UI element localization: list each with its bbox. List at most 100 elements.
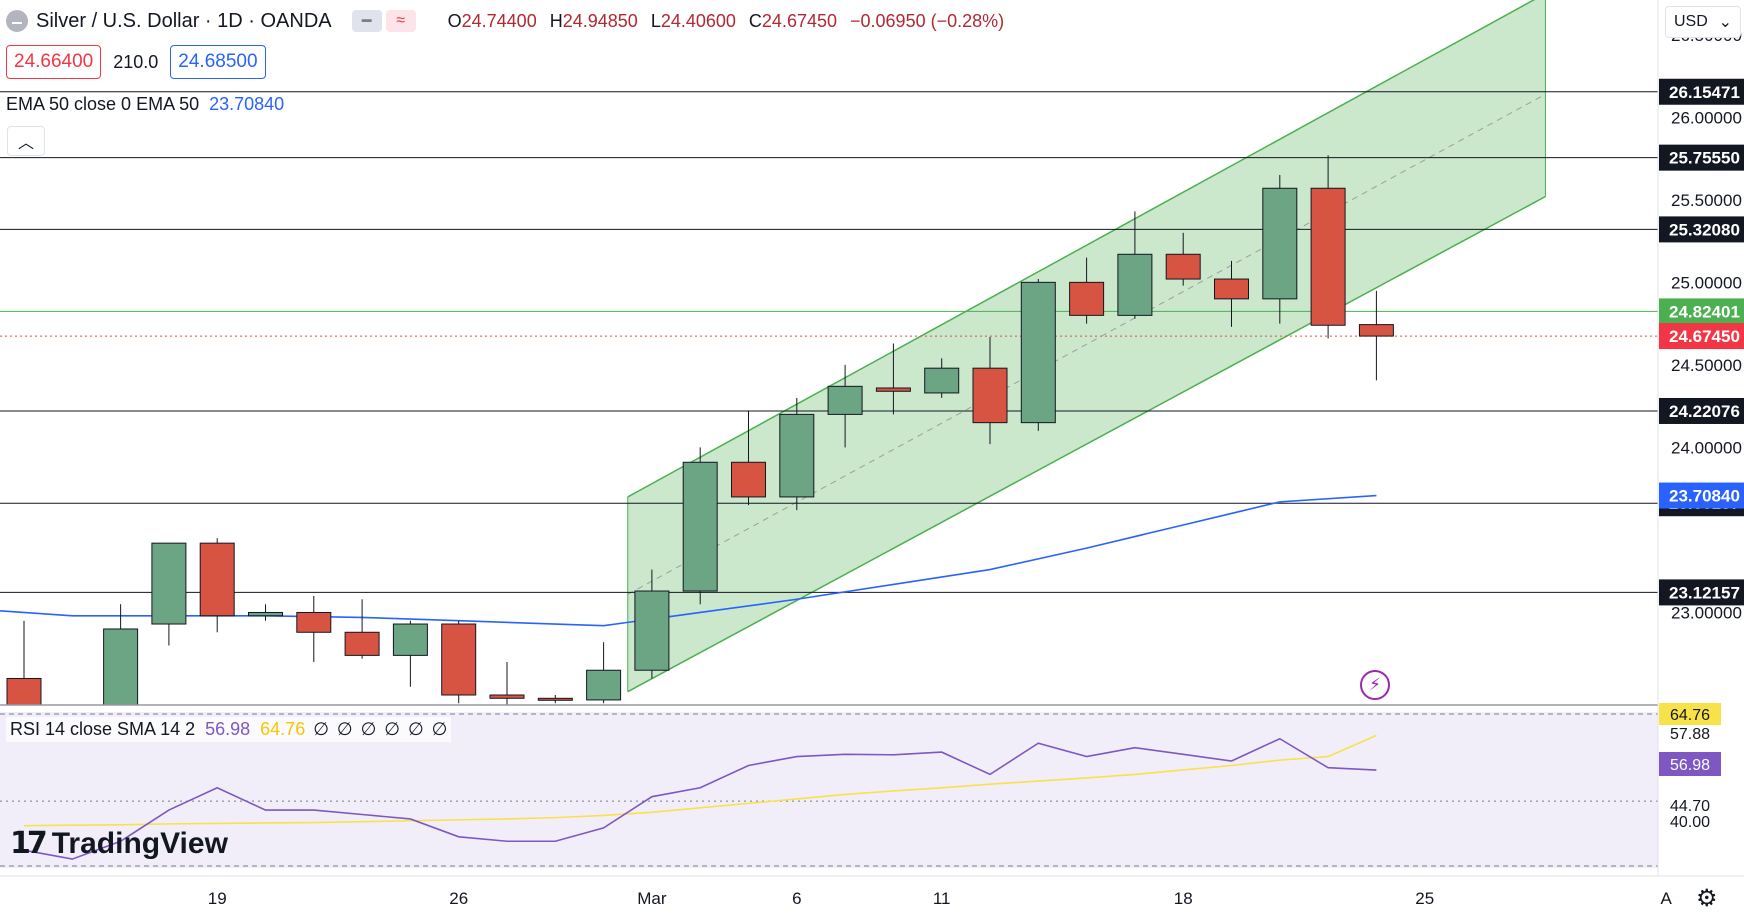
ema-legend-label: EMA 50 close 0 EMA 50 bbox=[6, 94, 200, 114]
rsi-line bbox=[23, 737, 1377, 860]
candle-down bbox=[537, 697, 573, 701]
time-axis-tick: 26 bbox=[449, 889, 468, 908]
price-axis-tick: 26.00000 bbox=[1671, 108, 1742, 127]
empty-value-6: ∅ bbox=[431, 719, 448, 739]
lightning-icon[interactable]: ⚡ bbox=[1360, 670, 1390, 700]
candle-up bbox=[634, 590, 670, 671]
currency-selector[interactable]: USD ⌄ bbox=[1665, 6, 1741, 38]
candle-up bbox=[1117, 253, 1153, 316]
main-pane bbox=[0, 0, 1658, 705]
empty-value-4: ∅ bbox=[384, 719, 400, 739]
candle-up bbox=[924, 367, 960, 394]
close-value: 24.67450 bbox=[761, 10, 837, 31]
rsi-sma-label: 64.76 bbox=[1670, 707, 1710, 724]
candle-down bbox=[875, 387, 911, 392]
ema-legend-value: 23.70840 bbox=[209, 94, 285, 114]
time-axis-tick: Mar bbox=[637, 889, 667, 908]
tradingview-logo[interactable]: 𝟭𝟳 TradingView bbox=[10, 826, 228, 861]
price-level-label: 23.12157 bbox=[1669, 583, 1740, 602]
price-level-label-bg bbox=[1659, 144, 1744, 171]
rsi-legend[interactable]: RSI 14 close SMA 14 2 56.98 64.76 ∅ ∅ ∅ … bbox=[6, 717, 452, 742]
candle-up bbox=[392, 623, 428, 656]
empty-value-1: ∅ bbox=[313, 719, 329, 739]
candle-down bbox=[489, 694, 525, 699]
rsi-legend-value: 56.98 bbox=[205, 719, 251, 739]
price-axis-tick: 25.50000 bbox=[1671, 191, 1742, 210]
candle-up bbox=[248, 611, 283, 617]
candle-down bbox=[972, 367, 1008, 424]
candle-down bbox=[296, 611, 332, 633]
rsi-label-bg bbox=[1659, 752, 1721, 776]
candle-up bbox=[1020, 281, 1056, 424]
minus-icon[interactable]: ━ bbox=[351, 10, 382, 32]
candle-down bbox=[1165, 253, 1201, 280]
ema-price-label-bg bbox=[1659, 482, 1744, 509]
buy-button[interactable]: 24.68500 bbox=[170, 45, 266, 79]
rsi-label: 56.98 bbox=[1670, 757, 1710, 774]
candle-down bbox=[441, 623, 477, 696]
channel-upper-line bbox=[627, 0, 1536, 498]
currency-label: USD bbox=[1674, 13, 1708, 30]
time-axis-tick: 25 bbox=[1415, 889, 1434, 908]
time-axis-tick: 18 bbox=[1174, 889, 1193, 908]
time-axis-tick: 6 bbox=[792, 889, 801, 908]
settings-gear-icon[interactable]: ⚙ bbox=[1696, 885, 1718, 912]
candle-up bbox=[682, 461, 718, 592]
price-level-label: 25.75550 bbox=[1669, 149, 1740, 168]
candle-down bbox=[1310, 187, 1346, 326]
candle-down bbox=[199, 542, 235, 617]
sell-button[interactable]: 24.66400 bbox=[6, 45, 102, 79]
time-axis-tick: 11 bbox=[933, 889, 951, 908]
candle-down bbox=[731, 461, 766, 498]
ohlc-values: O24.74400 H24.94850 L24.40600 C24.67450 … bbox=[448, 11, 1013, 32]
low-label: L bbox=[650, 10, 661, 31]
empty-value-3: ∅ bbox=[360, 719, 377, 739]
candle-down bbox=[1214, 278, 1249, 300]
candle-up bbox=[1262, 187, 1298, 300]
candle-down bbox=[1358, 324, 1394, 337]
trade-box-row: 24.66400 210.0 24.68500 bbox=[6, 45, 266, 79]
chevron-down-icon: ⌄ bbox=[1718, 14, 1732, 31]
empty-value-5: ∅ bbox=[407, 719, 424, 739]
symbol-title[interactable]: Silver / U.S. Dollar · 1D · OANDA bbox=[36, 9, 332, 32]
regression-channel-fill bbox=[627, 0, 1546, 692]
rsi-axis-tick: 57.88 bbox=[1670, 726, 1710, 743]
candle-up bbox=[151, 542, 187, 625]
high-label: H bbox=[549, 10, 563, 31]
rsi-sma-label-bg bbox=[1659, 703, 1721, 725]
time-axis-tick: A bbox=[1661, 889, 1673, 908]
change-value: −0.06950 (−0.28%) bbox=[850, 10, 1005, 31]
rsi-legend-label: RSI 14 close SMA 14 2 bbox=[10, 719, 196, 739]
rsi-axis-tick: 40.00 bbox=[1670, 814, 1710, 831]
ema-legend[interactable]: EMA 50 close 0 EMA 50 23.70840 bbox=[6, 94, 284, 115]
open-value: 24.74400 bbox=[461, 10, 537, 31]
channel-lower-line bbox=[627, 195, 1546, 693]
price-axis-tick: 24.50000 bbox=[1671, 356, 1742, 375]
tradingview-wordmark: TradingView bbox=[51, 826, 228, 860]
price-level-label: 24.82401 bbox=[1669, 302, 1740, 321]
price-level-label: 26.15471 bbox=[1669, 83, 1740, 102]
candle-up bbox=[779, 413, 815, 498]
collapse-legend-button[interactable]: ︿ bbox=[7, 126, 45, 156]
time-axis-tick: 19 bbox=[208, 889, 227, 908]
price-level-label-bg bbox=[1659, 397, 1744, 424]
wave-icon[interactable]: ≈ bbox=[385, 10, 416, 32]
rsi-sma-legend-value: 64.76 bbox=[260, 719, 306, 739]
symbol-legend: Silver / U.S. Dollar · 1D · OANDA ━ ≈ O2… bbox=[6, 8, 1012, 34]
channel-mid-line bbox=[627, 93, 1546, 595]
spread-value: 210.0 bbox=[113, 51, 159, 72]
silver-symbol-icon bbox=[6, 10, 28, 32]
price-level-label-bg bbox=[1659, 78, 1744, 105]
tradingview-mark-icon: 𝟭𝟳 bbox=[10, 827, 48, 860]
ema-price-label: 23.70840 bbox=[1669, 487, 1740, 506]
candle-up bbox=[103, 628, 139, 705]
price-level-label: 25.32080 bbox=[1669, 220, 1740, 239]
high-value: 24.94850 bbox=[562, 10, 638, 31]
price-axis-tick: 25.00000 bbox=[1671, 273, 1742, 292]
price-axis-tick: 23.00000 bbox=[1671, 603, 1742, 622]
price-level-label: 24.22076 bbox=[1669, 402, 1740, 421]
price-level-label-bg bbox=[1659, 216, 1744, 243]
rsi-axis-tick: 44.70 bbox=[1670, 798, 1710, 815]
